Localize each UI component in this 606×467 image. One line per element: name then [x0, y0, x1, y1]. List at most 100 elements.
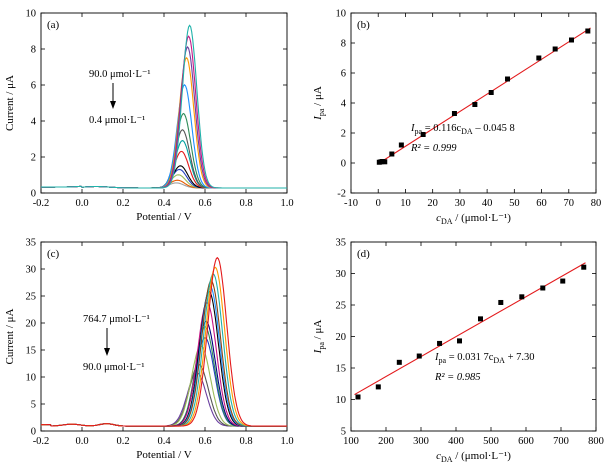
x-tick-label: 0.4: [157, 198, 171, 209]
data-point: [581, 264, 587, 270]
voltammogram-series-6: [41, 139, 287, 189]
y-tick-label: 25: [336, 301, 347, 312]
data-point: [451, 111, 457, 116]
x-tick-label: 30: [455, 198, 466, 209]
y-tick-label: 0: [341, 159, 346, 170]
x-tick-label: 0: [376, 198, 381, 209]
voltammogram-series-5: [41, 320, 287, 427]
y-tick-label: 15: [336, 364, 347, 375]
y-tick-label: 30: [336, 269, 347, 280]
x-tick-label: 1.0: [280, 198, 293, 209]
y-axis-label: Ipa / μA: [312, 86, 326, 121]
voltammogram-series-8: [41, 285, 287, 427]
y-tick-label: 5: [31, 400, 36, 411]
annotation-top-concentration: 764.7 μmol·L⁻¹: [83, 314, 150, 325]
x-axis-label: cDA / (μmol·L⁻¹): [436, 212, 511, 226]
regression-equation: Ipa = 0.116cDA – 0.045 8: [410, 123, 515, 136]
panel-label: (b): [357, 19, 370, 31]
panel-b: -10 0 10 20 30 40 50 60 70 80 -2 0 2 4 6 8 10 (b) cDA / (μ…: [312, 9, 601, 227]
data-point: [478, 316, 483, 322]
y-tick-label: 4: [31, 117, 37, 128]
voltammogram-series-13: [41, 24, 287, 189]
y-tick-label: 20: [336, 332, 347, 343]
data-point: [536, 55, 542, 61]
y-tick-label: 10: [26, 9, 37, 20]
y-tick-label: 5: [341, 427, 346, 438]
x-tick-label: 700: [553, 436, 569, 447]
x-tick-label: 0.4: [157, 436, 171, 447]
x-tick-label: 60: [536, 198, 547, 209]
data-point: [540, 285, 546, 291]
y-tick-label: 6: [341, 69, 346, 80]
x-tick-label: 1.0: [280, 436, 293, 447]
x-tick-label: 0.0: [75, 198, 88, 209]
plot-frame: [40, 241, 288, 432]
x-tick-label: 20: [427, 198, 438, 209]
voltammogram-series-12: [41, 35, 287, 189]
data-point: [375, 384, 381, 390]
annotation-bottom-concentration: 0.4 μmol·L⁻¹: [89, 115, 145, 126]
voltammogram-series-1: [41, 364, 287, 427]
voltammogram-series-0: [41, 372, 287, 427]
voltammogram-series-11: [41, 46, 287, 189]
r-squared: R² = 0.985: [434, 372, 481, 383]
x-tick-label: 0.2: [116, 436, 129, 447]
data-point: [560, 278, 566, 284]
y-tick-label: 35: [26, 238, 37, 249]
x-tick-label: 50: [509, 198, 520, 209]
data-point: [398, 142, 404, 148]
voltammogram-series-10: [41, 56, 287, 189]
data-point: [396, 359, 402, 365]
x-tick-label: 800: [588, 436, 604, 447]
data-point: [437, 340, 443, 346]
x-tick-label: 500: [483, 436, 499, 447]
arrow-head: [110, 101, 116, 109]
y-tick-label: 8: [31, 45, 36, 56]
data-point: [498, 299, 504, 305]
voltammogram-series-5: [41, 150, 287, 189]
data-point: [420, 132, 426, 137]
y-tick-label: 20: [26, 319, 37, 330]
y-tick-label: 2: [341, 129, 346, 140]
voltammogram-series-2: [41, 345, 287, 427]
voltammogram-series-9: [41, 84, 287, 189]
voltammogram-series-7: [41, 129, 287, 189]
data-point: [416, 353, 422, 359]
x-tick-label: 0.6: [198, 436, 211, 447]
data-point: [389, 151, 395, 157]
data-point: [457, 338, 462, 344]
x-tick-label: -0.2: [33, 436, 50, 447]
voltammogram-series-4: [41, 326, 287, 427]
y-tick-label: 2: [31, 153, 36, 164]
y-tick-label: 0: [31, 189, 36, 200]
x-tick-label: 300: [413, 436, 429, 447]
x-tick-label: -10: [344, 198, 358, 209]
voltammogram-series-10: [41, 273, 287, 427]
x-tick-label: 70: [564, 198, 575, 209]
y-tick-label: 10: [336, 9, 347, 20]
panel-label: (d): [357, 248, 370, 260]
fit-line: [354, 262, 586, 396]
annotation-bottom-concentration: 90.0 μmol·L⁻¹: [83, 362, 145, 373]
voltammogram-series-7: [41, 290, 287, 427]
annotation-top-concentration: 90.0 μmol·L⁻¹: [89, 69, 151, 80]
x-tick-label: 200: [378, 436, 394, 447]
x-tick-label: 0.0: [75, 436, 88, 447]
y-tick-label: 15: [26, 346, 37, 357]
voltammogram-series-9: [41, 280, 287, 427]
x-tick-label: 0.8: [239, 198, 252, 209]
y-tick-label: 30: [26, 265, 37, 276]
panel-label: (a): [47, 19, 60, 31]
data-point: [472, 102, 478, 107]
data-point: [569, 37, 574, 43]
plot-frame: [350, 241, 597, 432]
y-tick-label: 6: [31, 81, 36, 92]
panel-d: 100 200 300 400 500 600 700 800 5 10 15 20 25 30 35 (d)…: [312, 238, 604, 465]
data-point: [519, 294, 525, 300]
curves: [41, 24, 287, 189]
data-point: [585, 28, 591, 34]
x-tick-label: 80: [591, 198, 602, 209]
x-axis-label: Potential / V: [136, 449, 191, 461]
curves: [41, 256, 287, 427]
x-axis-label: Potential / V: [136, 211, 191, 223]
